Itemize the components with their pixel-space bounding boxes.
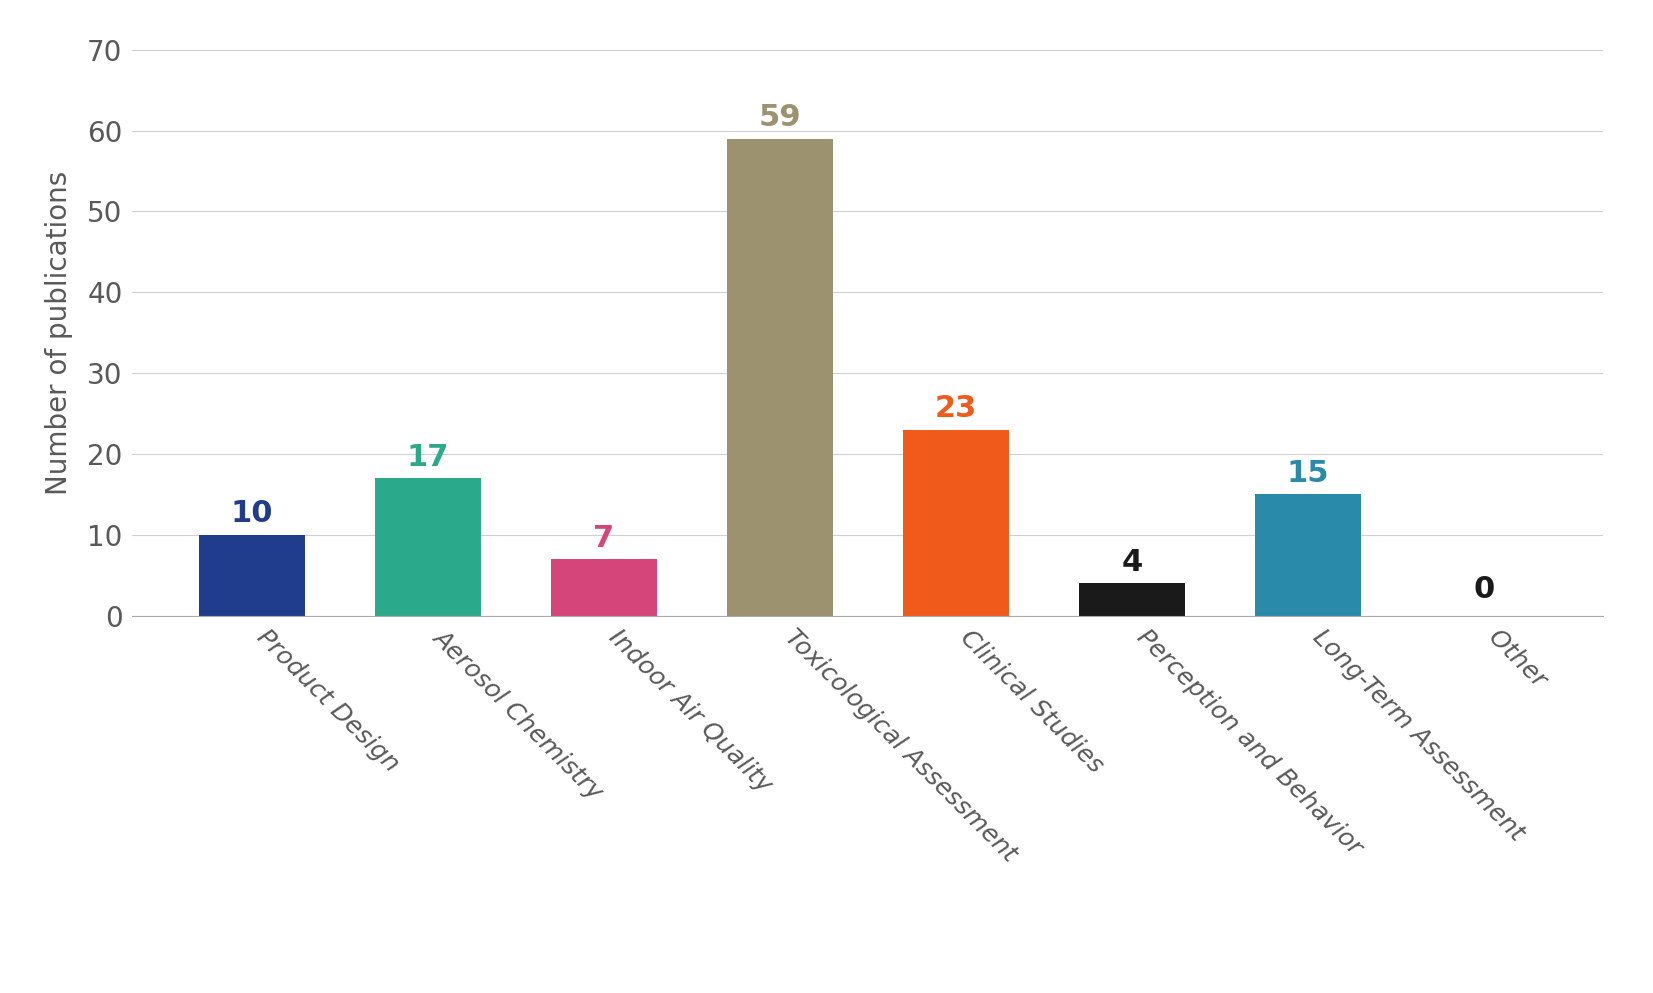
Y-axis label: Number of publications: Number of publications — [45, 171, 73, 495]
Text: 4: 4 — [1121, 548, 1142, 577]
Bar — [727, 139, 833, 616]
Bar — [1079, 583, 1185, 616]
Text: 0: 0 — [1473, 575, 1494, 604]
Bar — [198, 535, 304, 616]
Text: 17: 17 — [407, 443, 450, 472]
Text: 10: 10 — [231, 499, 273, 528]
Text: 7: 7 — [593, 523, 615, 552]
Bar — [1255, 495, 1360, 616]
Text: 59: 59 — [759, 103, 802, 132]
Bar — [375, 479, 481, 616]
Text: 23: 23 — [934, 394, 977, 423]
Text: 15: 15 — [1286, 459, 1329, 488]
Bar — [550, 559, 656, 616]
Bar — [903, 430, 1008, 616]
